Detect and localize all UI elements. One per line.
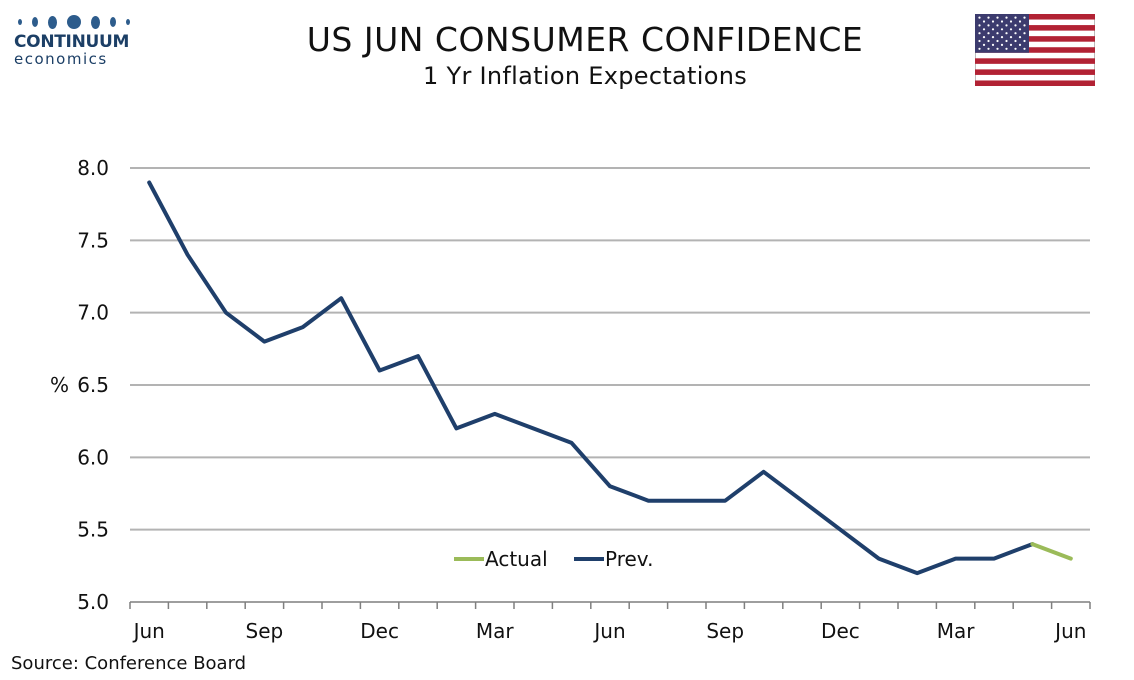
x-tick-label: Jun — [132, 619, 165, 643]
y-tick-label: 5.0 — [77, 590, 109, 614]
x-tick-label: Jun — [592, 619, 625, 643]
x-tick-label: Sep — [706, 619, 744, 643]
x-tick-label: Dec — [821, 619, 860, 643]
us-flag-icon — [975, 14, 1095, 86]
chart-subtitle: 1 Yr Inflation Expectations — [422, 62, 748, 90]
legend-label-prev: Prev. — [605, 547, 653, 571]
logo-wordmark: CONTINUUM — [14, 32, 130, 52]
chart-title: US JUN CONSUMER CONFIDENCE — [306, 20, 864, 59]
y-tick-label: 8.0 — [77, 156, 109, 180]
y-tick-label: 5.5 — [77, 518, 109, 542]
series-line-actual — [1030, 542, 1073, 561]
y-tick-label: 7.5 — [77, 228, 109, 252]
x-tick-label: Sep — [246, 619, 284, 643]
x-tick-label: Dec — [360, 619, 399, 643]
logo-subtitle: economics — [14, 50, 108, 68]
series-line-prev — [147, 180, 1035, 576]
x-tick-label: Jun — [1053, 619, 1086, 643]
y-axis-label: % — [50, 373, 69, 397]
y-tick-label: 6.0 — [77, 445, 109, 469]
legend-label-actual: Actual — [485, 547, 548, 571]
x-tick-label: Mar — [937, 619, 976, 643]
y-tick-label: 6.5 — [77, 373, 109, 397]
y-tick-label: 7.0 — [77, 301, 109, 325]
x-tick-label: Mar — [476, 619, 515, 643]
logo-dots — [18, 14, 134, 30]
source-note: Source: Conference Board — [11, 653, 247, 674]
continuum-economics-logo: CONTINUUM economics — [14, 14, 134, 74]
